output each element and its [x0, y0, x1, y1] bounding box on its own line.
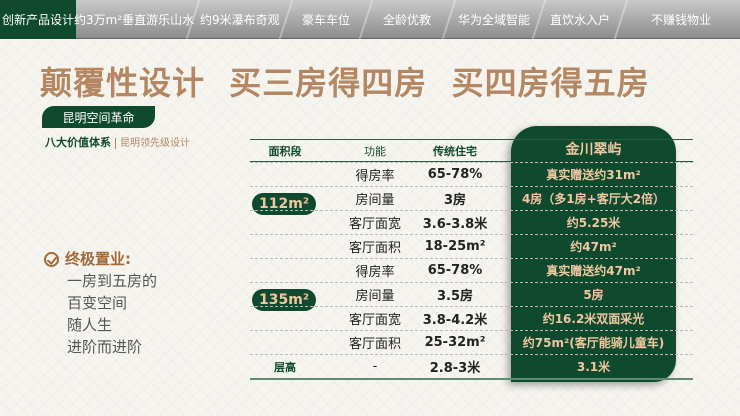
table-row: 层高 - 2.8-3米 3.1米: [250, 354, 693, 379]
traditional-cell: 3房: [443, 193, 467, 208]
function-cell: 房间量: [355, 289, 395, 304]
slogan-line: 百变空间: [67, 294, 128, 312]
table-row: 客厅面积 18-25m² 约47m²: [250, 234, 693, 259]
traditional-cell: 3.8-4.2米: [422, 313, 488, 328]
traditional-cell: 25-32m²: [424, 335, 486, 350]
function-cell: 房间量: [355, 193, 395, 208]
tab-label: 华为全域智能: [457, 13, 530, 27]
table-bottom-rule: [250, 378, 693, 380]
slogan-line: 随人生: [67, 316, 113, 334]
tab-smart-home[interactable]: 华为全域智能: [443, 0, 547, 39]
project-cell: 约5.25米: [511, 211, 676, 235]
project-cell: 约75m²(客厅能骑儿童车): [511, 331, 676, 355]
traditional-cell: 65-78%: [427, 167, 483, 182]
area-cell: 112m²: [250, 163, 320, 215]
table-row: 客厅面宽 3.8-4.2米 约16.2米双面采光: [250, 306, 693, 331]
function-cell: -: [372, 359, 378, 374]
project-cell: 真实赠送约31m²: [511, 163, 676, 187]
slogan-line: 一房到五房的: [67, 272, 158, 290]
traditional-cell: 2.8-3米: [429, 361, 481, 376]
traditional-cell: 65-78%: [427, 263, 483, 278]
function-cell: 客厅面宽: [348, 313, 401, 328]
area-badge: 135m²: [252, 289, 316, 311]
slogan-heading: 终极置业:: [65, 250, 131, 268]
tab-drinking-water[interactable]: 直饮水入户: [533, 0, 629, 39]
table-row: 客厅面积 25-32m² 约75m²(客厅能骑儿童车): [250, 330, 693, 355]
tab-innovative-design[interactable]: 创新产品设计: [0, 0, 76, 39]
header-function: 功能: [364, 144, 386, 158]
tab-waterfall[interactable]: 约9米瀑布奇观: [187, 0, 294, 39]
top-nav: 创新产品设计 约3万m²垂直游乐山水 约9米瀑布奇观 豪车车位 全龄优教 华为全…: [0, 0, 740, 39]
tab-label: 全龄优教: [383, 13, 432, 27]
function-cell: 得房率: [355, 265, 395, 280]
area-cell: 层高: [274, 360, 296, 374]
traditional-cell: 3.5房: [436, 289, 474, 304]
function-cell: 客厅面积: [348, 337, 401, 352]
subtitle: 八大价值体系 昆明领先级设计: [45, 134, 190, 150]
tab-label: 直饮水入户: [549, 13, 610, 27]
subtitle-secondary: 昆明领先级设计: [115, 138, 190, 149]
tab-landscape[interactable]: 约3万m²垂直游乐山水: [69, 0, 201, 39]
check-circle-icon: [44, 251, 59, 267]
tab-label: 创新产品设计: [1, 13, 74, 27]
subtitle-main: 八大价值体系: [45, 136, 111, 149]
table-row: 房间量 3.5房 5房: [250, 282, 693, 307]
project-cell: 约16.2米双面采光: [511, 307, 676, 331]
tab-label: 不赚钱物业: [650, 13, 711, 27]
traditional-cell: 18-25m²: [424, 239, 486, 254]
project-cell: 5房: [511, 283, 676, 307]
traditional-cell: 3.6-3.8米: [422, 217, 488, 232]
table-header: 面积段 功能 传统住宅 金川翠屿: [250, 139, 693, 162]
table-row: 房间量 3房 4房（多1房+客厅大2倍）: [250, 186, 693, 211]
table-row: 135m² 得房率 65-78% 真实赠送约47m²: [250, 258, 693, 311]
area-cell: 135m²: [250, 259, 320, 311]
slogan: 终极置业: 一房到五房的 百变空间 随人生 进阶而进阶: [44, 248, 157, 358]
highlight-column: [511, 126, 676, 382]
project-cell: 真实赠送约47m²: [511, 259, 676, 283]
header-traditional: 传统住宅: [433, 144, 477, 158]
comparison-table: 面积段 功能 传统住宅 金川翠屿 112m² 得房率 65-78% 真实赠送约31m²…: [250, 139, 693, 379]
tab-education[interactable]: 全龄优教: [360, 0, 457, 39]
header-project: 金川翠屿: [511, 139, 676, 162]
tab-label: 豪车车位: [301, 13, 350, 27]
tab-property[interactable]: 不赚钱物业: [616, 0, 740, 39]
function-cell: 客厅面宽: [348, 217, 401, 232]
tab-label: 约3万m²垂直游乐山水: [73, 13, 195, 27]
page-title: 颠覆性设计 买三房得四房 买四房得五房: [40, 64, 650, 102]
slogan-line: 进阶而进阶: [67, 338, 143, 356]
project-cell: 约47m²: [511, 235, 676, 259]
tab-label: 约9米瀑布奇观: [199, 13, 280, 27]
header-area: 面积段: [268, 144, 302, 158]
section-pill: 昆明空间革命: [42, 106, 155, 128]
area-badge: 112m²: [252, 193, 316, 215]
table-row: 112m² 得房率 65-78% 真实赠送约31m²: [250, 162, 693, 215]
tab-parking[interactable]: 豪车车位: [280, 0, 374, 39]
project-cell: 4房（多1房+客厅大2倍）: [511, 187, 676, 211]
function-cell: 得房率: [355, 169, 395, 184]
table-row: 客厅面宽 3.6-3.8米 约5.25米: [250, 210, 693, 235]
function-cell: 客厅面积: [348, 241, 401, 256]
project-cell: 3.1米: [511, 355, 676, 379]
